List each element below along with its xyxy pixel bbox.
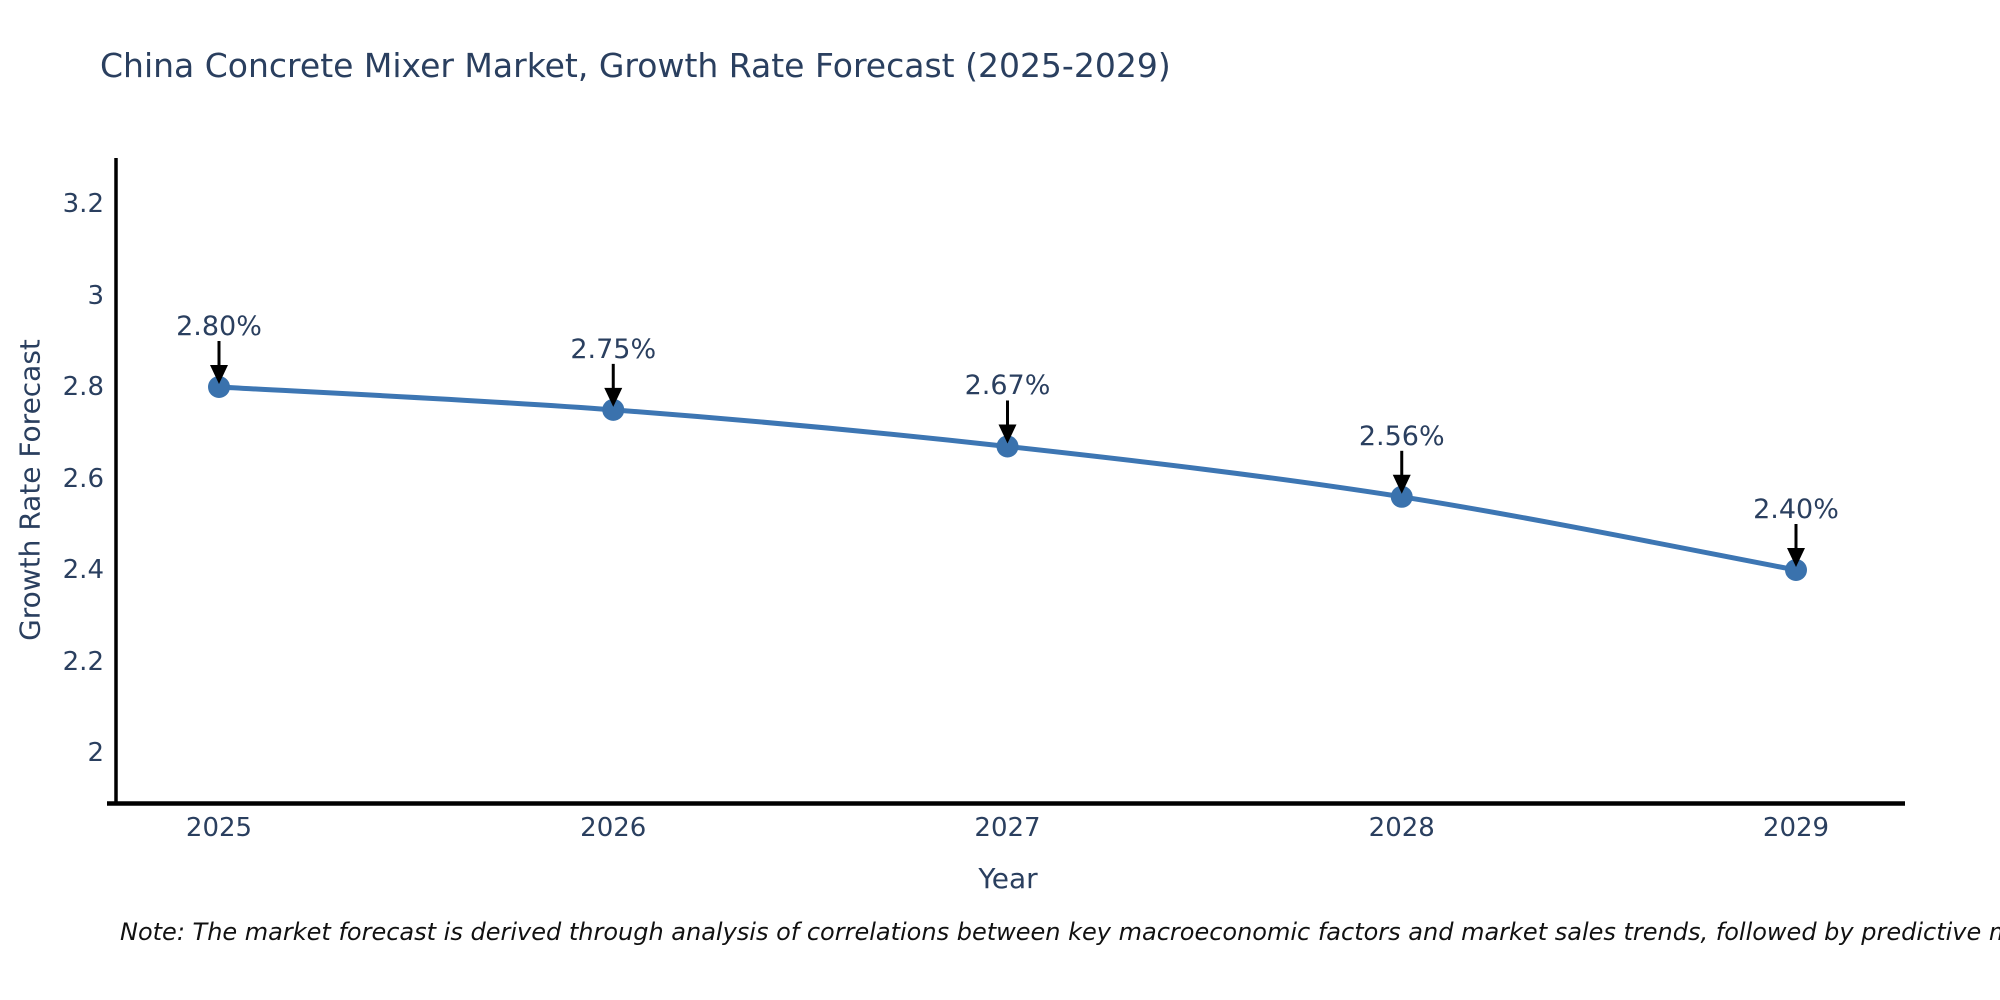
- x-tick-label: 2025: [185, 813, 253, 843]
- x-axis-title: Year: [978, 862, 1038, 895]
- annotation-arrow-head: [1787, 548, 1805, 567]
- point-annotation: 2.67%: [964, 370, 1051, 402]
- y-tick-label: 2.4: [62, 555, 104, 585]
- point-annotation: 2.56%: [1358, 420, 1445, 452]
- x-tick-label: 2029: [1762, 813, 1830, 843]
- y-tick-label: 2.2: [62, 646, 104, 677]
- x-tick-label: 2026: [580, 813, 647, 843]
- y-tick-label: 2.8: [62, 372, 104, 402]
- annotation-arrow-head: [998, 424, 1017, 444]
- data-point-marker: [1390, 485, 1413, 508]
- data-point-marker: [996, 435, 1019, 458]
- y-tick-label: 3.2: [62, 189, 104, 219]
- x-tick-label: 2028: [1368, 813, 1435, 843]
- point-annotation: 2.40%: [1753, 494, 1839, 525]
- y-tick-label: 2.6: [62, 463, 104, 494]
- annotation-arrow-head: [210, 365, 228, 384]
- y-tick-label: 2: [87, 738, 104, 768]
- annotation-arrow-head: [604, 387, 623, 407]
- annotation-arrow-head: [1392, 474, 1411, 494]
- data-point-marker: [1785, 559, 1807, 581]
- data-point-marker: [602, 398, 625, 421]
- x-tick-label: 2027: [974, 813, 1041, 843]
- data-point-marker: [208, 376, 230, 398]
- point-annotation: 2.75%: [570, 333, 657, 365]
- y-tick-label: 3: [87, 280, 104, 311]
- point-annotation: 2.80%: [176, 311, 262, 342]
- footnote: Note: The market forecast is derived thr…: [120, 918, 2000, 946]
- chart-title: China Concrete Mixer Market, Growth Rate…: [100, 46, 1171, 85]
